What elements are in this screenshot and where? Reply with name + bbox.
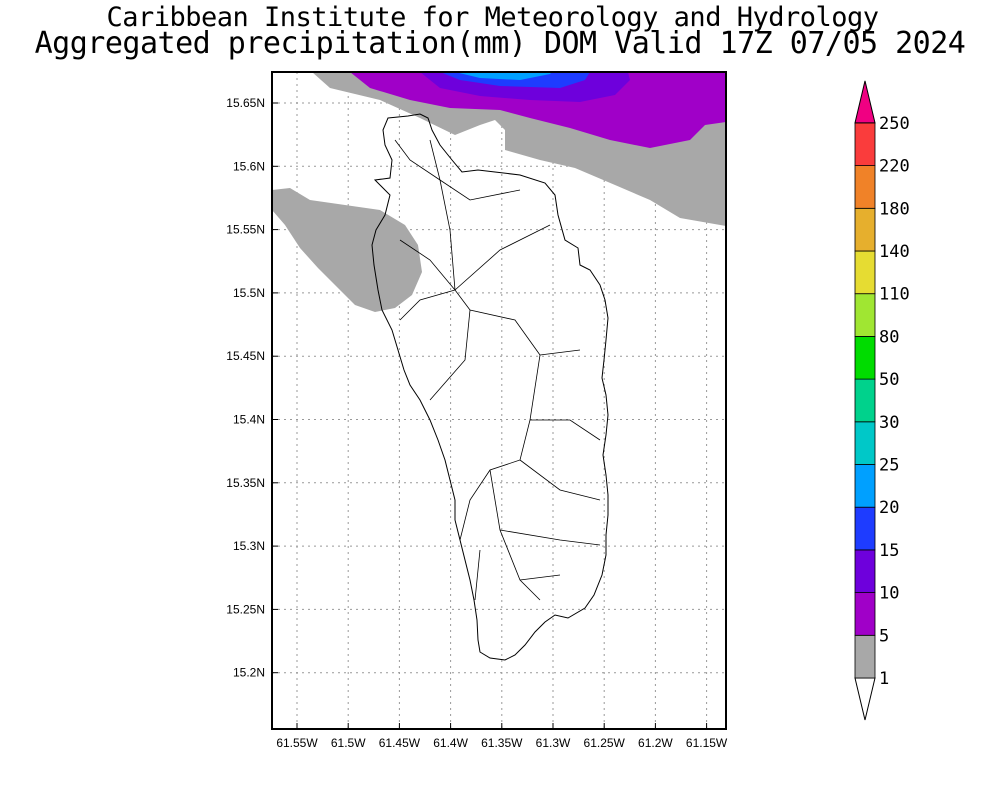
lat-tick-label: 15.5N: [233, 286, 265, 300]
colorbar-segment: [854, 378, 876, 423]
colorbar-label: 50: [879, 370, 899, 390]
colorbar-arrow-low: [854, 677, 876, 721]
colorbar-segment: [854, 165, 876, 209]
lon-tick-label: 61.55W: [276, 736, 318, 750]
colorbar-segment: [854, 250, 876, 295]
colorbar-segment: [854, 207, 876, 252]
colorbar-label: 1: [879, 669, 889, 689]
lat-tick-label: 15.45N: [226, 349, 265, 363]
latitude-labels: 15.65N 15.6N 15.55N 15.5N 15.45N 15.4N 15.35N 1…: [226, 96, 278, 680]
colorbar-label: 20: [879, 498, 899, 518]
colorbar-segment: [854, 293, 876, 337]
lon-tick-label: 61.25W: [584, 736, 626, 750]
lon-tick-label: 61.4W: [433, 736, 468, 750]
colorbar-label: 5: [879, 626, 889, 646]
lon-tick-label: 61.2W: [638, 736, 673, 750]
colorbar-label: 110: [879, 285, 910, 305]
lat-tick-label: 15.25N: [226, 602, 265, 616]
lat-tick-label: 15.3N: [233, 539, 265, 553]
colorbar-label: 140: [879, 242, 910, 262]
lon-tick-label: 61.15W: [686, 736, 728, 750]
colorbar-segment: [854, 464, 876, 508]
lon-tick-label: 61.5W: [331, 736, 366, 750]
colorbar-label: 180: [879, 199, 910, 219]
colorbar-label: 220: [879, 157, 910, 177]
colorbar-segment: [854, 335, 876, 380]
lon-tick-label: 61.35W: [481, 736, 523, 750]
lon-tick-label: 61.45W: [379, 736, 421, 750]
map-frame: [271, 71, 727, 730]
chart-title: Caribbean Institute for Meteorology and …: [106, 2, 879, 33]
colorbar-label: 250: [879, 114, 910, 134]
lat-tick-label: 15.2N: [233, 666, 265, 680]
lat-tick-label: 15.6N: [233, 159, 265, 173]
colorbar-label: 80: [879, 327, 899, 347]
colorbar-label: 30: [879, 413, 899, 433]
colorbar-segment: [854, 122, 876, 167]
precip-gray-west: [272, 188, 422, 312]
chart-subtitle: Aggregated precipitation(mm) DOM Valid 1…: [34, 26, 966, 61]
lat-tick-label: 15.4N: [233, 413, 265, 427]
colorbar-segment: [854, 592, 876, 636]
colorbar-segment: [854, 421, 876, 465]
island-dominica: [371, 113, 609, 661]
island-coastline: [371, 113, 609, 661]
longitude-labels: 61.55W 61.5W 61.45W 61.4W 61.35W 61.3W 61.25W 6…: [276, 723, 728, 750]
colorbar-arrow-high: [854, 80, 876, 124]
lat-tick-label: 15.65N: [226, 96, 265, 110]
precipitation-fields: [272, 72, 726, 312]
watershed-lines: [394, 139, 601, 601]
lon-tick-label: 61.3W: [536, 736, 571, 750]
precip-lightblue: [455, 72, 552, 80]
colorbar-label: 10: [879, 584, 899, 604]
precip-purple: [350, 72, 726, 148]
lat-tick-label: 15.35N: [226, 476, 265, 490]
colorbar-segment: [854, 634, 876, 679]
lat-tick-label: 15.55N: [226, 223, 265, 237]
colorbar-label: 25: [879, 456, 899, 476]
colorbar-segment: [854, 549, 876, 594]
colorbar-segment: [854, 506, 876, 551]
colorbar-label: 15: [879, 541, 899, 561]
